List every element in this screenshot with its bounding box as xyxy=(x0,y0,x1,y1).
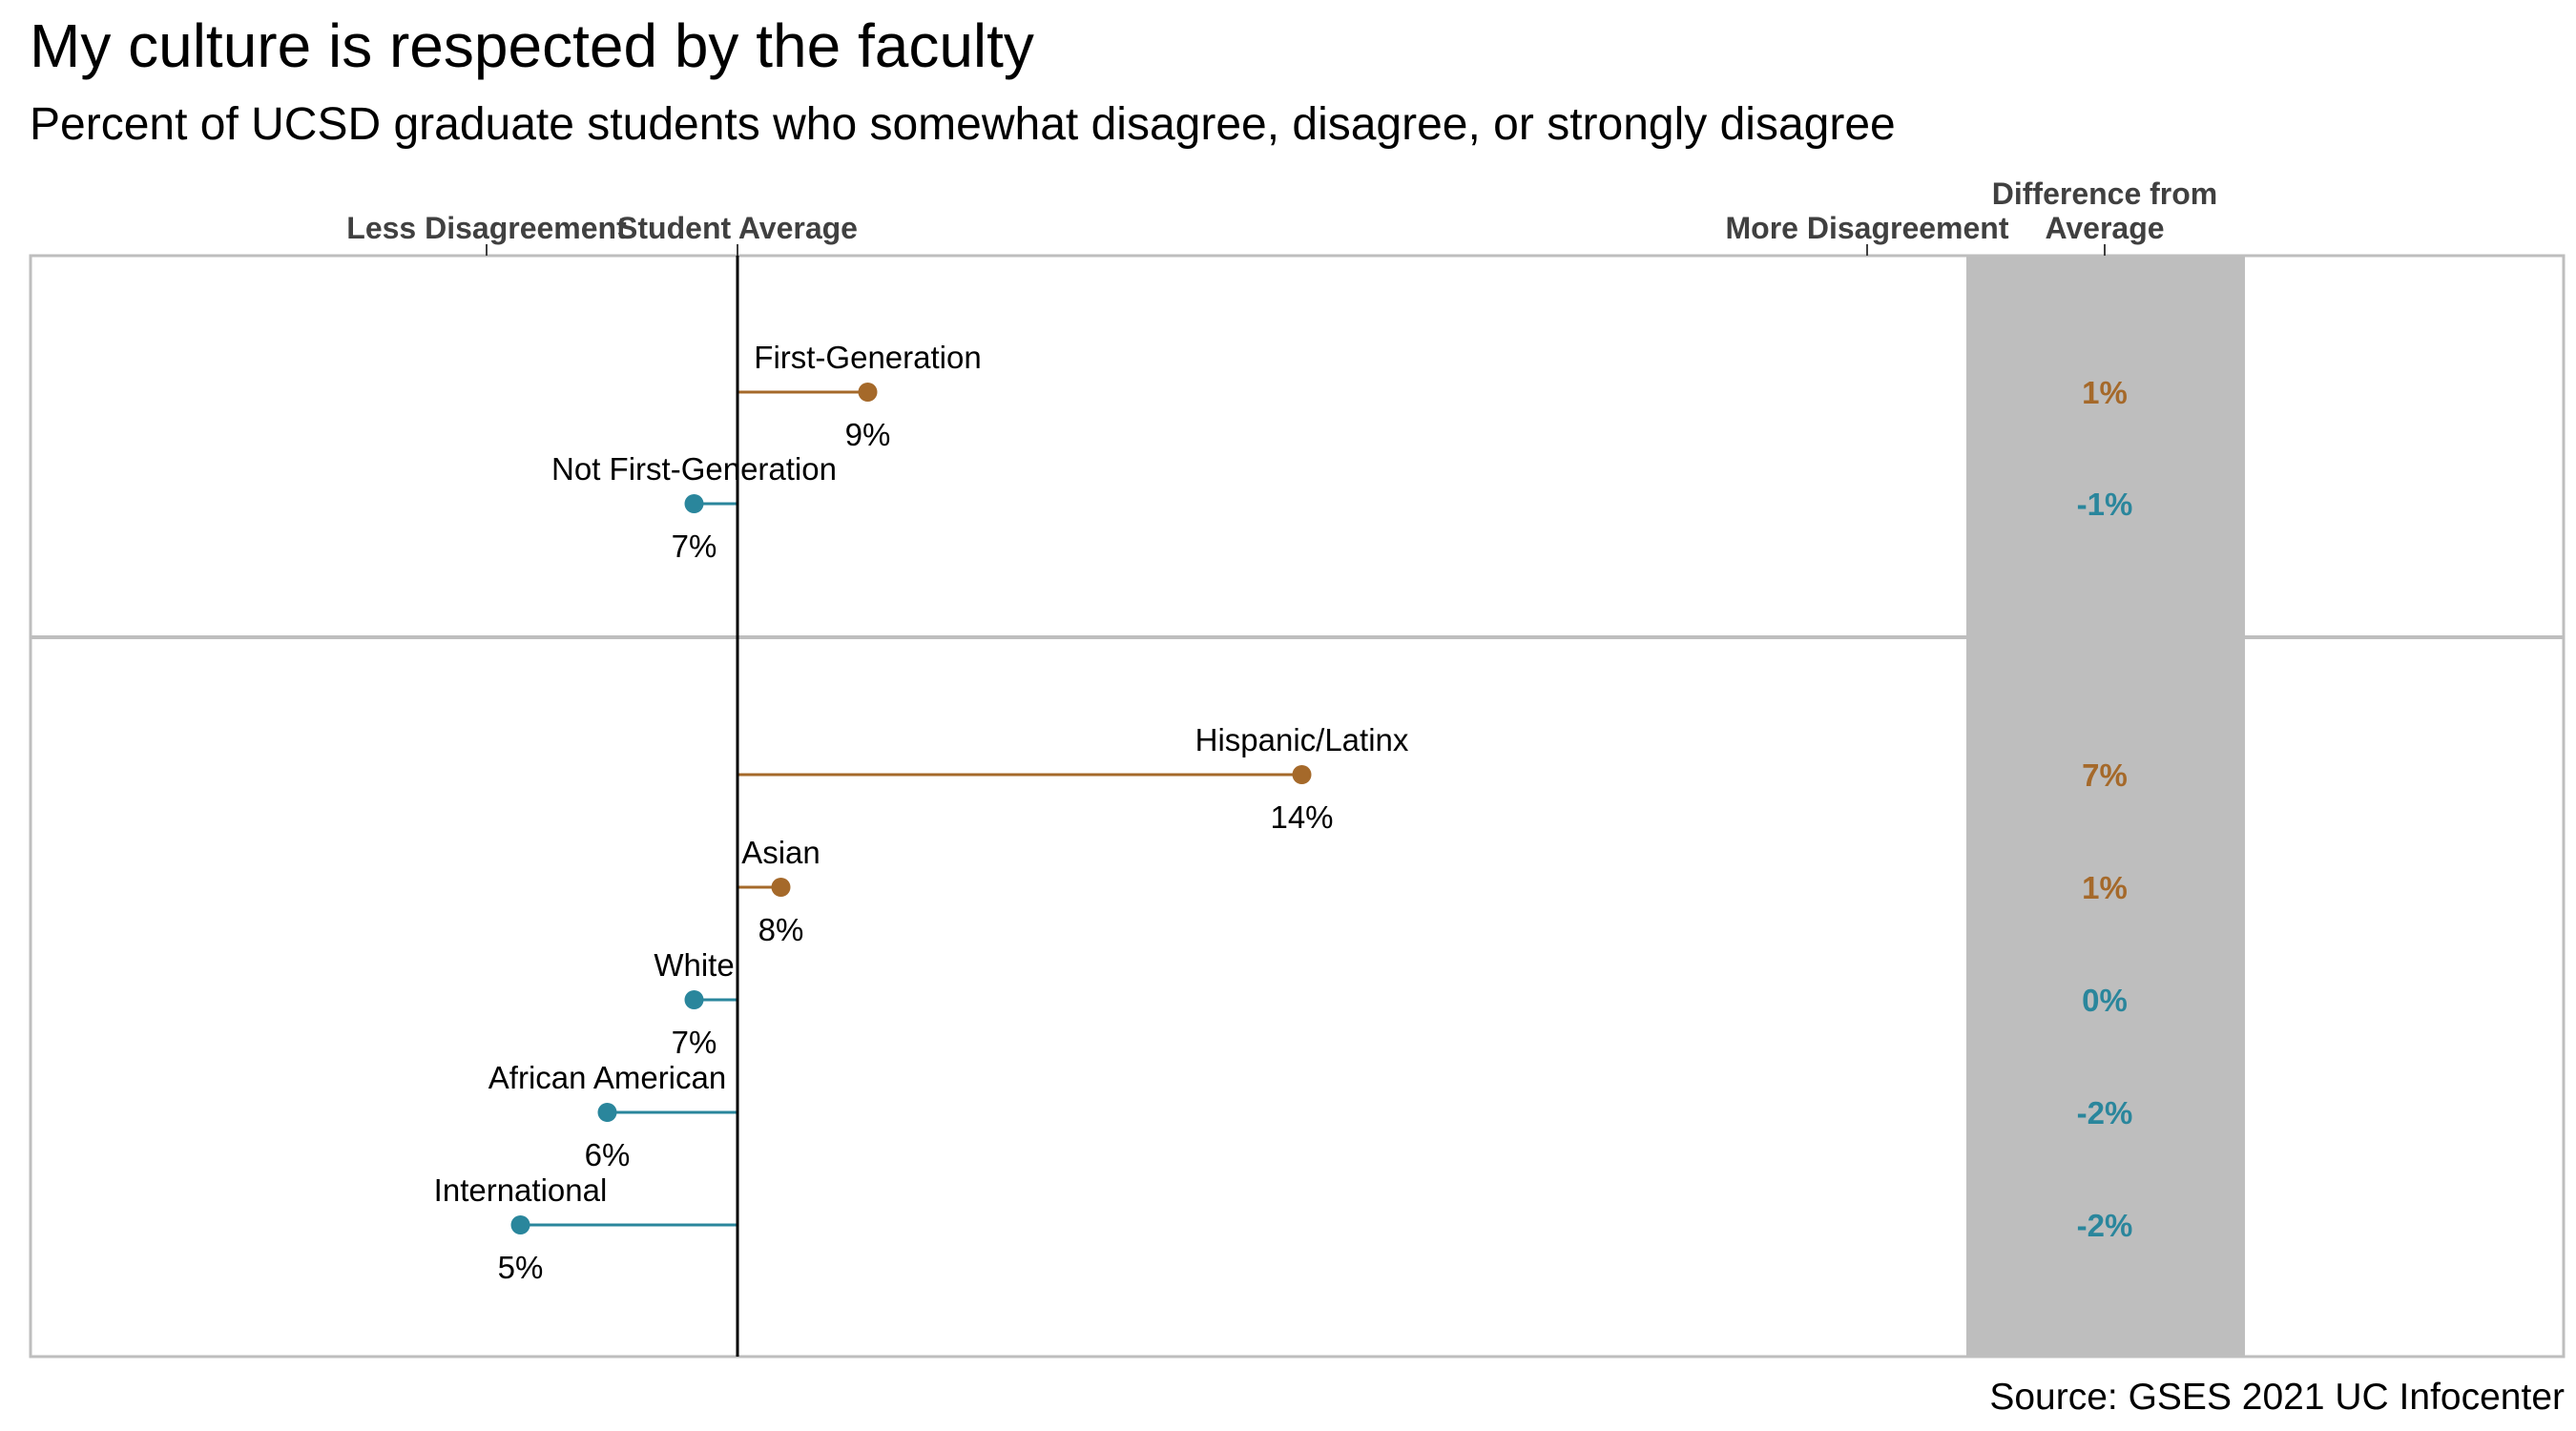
lollipop-dot xyxy=(858,383,878,402)
group-label: White xyxy=(654,947,734,983)
difference-label: 1% xyxy=(2082,870,2128,905)
value-label: 8% xyxy=(758,912,804,947)
group-label: International xyxy=(434,1172,608,1208)
difference-band xyxy=(1966,256,2245,1357)
difference-label: 1% xyxy=(2082,375,2128,410)
value-label: 7% xyxy=(672,1025,717,1060)
value-label: 14% xyxy=(1270,799,1333,835)
top-axis: Less Disagreement Student Average More D… xyxy=(346,176,2217,256)
value-label: 9% xyxy=(845,417,891,452)
group-label: Asian xyxy=(741,835,821,870)
lollipop-dot xyxy=(771,878,791,897)
axis-label-difference-line1: Difference from xyxy=(1992,176,2218,211)
axis-label-average: Student Average xyxy=(617,211,858,245)
axis-label-more: More Disagreement xyxy=(1726,211,2009,245)
difference-label: 7% xyxy=(2082,757,2128,793)
value-label: 7% xyxy=(672,529,717,564)
lollipop-dot xyxy=(684,990,704,1009)
group-label: Not First-Generation xyxy=(551,451,837,487)
difference-label: -2% xyxy=(2077,1095,2133,1130)
chart-title: My culture is respected by the faculty xyxy=(30,11,1034,80)
value-label: 6% xyxy=(585,1137,631,1172)
lollipop-dot xyxy=(684,494,704,513)
lollipop-dot xyxy=(1292,765,1312,784)
panel-frame xyxy=(29,254,2566,1358)
axis-label-difference-line2: Average xyxy=(2045,211,2164,245)
value-label: 5% xyxy=(498,1250,544,1285)
chart-subtitle: Percent of UCSD graduate students who so… xyxy=(30,99,1896,150)
difference-label: 0% xyxy=(2082,983,2128,1018)
group-label: Hispanic/Latinx xyxy=(1195,722,1409,757)
lollipop-dot xyxy=(597,1103,617,1122)
difference-label: -1% xyxy=(2077,487,2133,522)
lollipop-dot xyxy=(510,1215,530,1234)
difference-label: -2% xyxy=(2077,1208,2133,1243)
panel-borders xyxy=(29,254,2566,1358)
chart-source: Source: GSES 2021 UC Infocenter xyxy=(1989,1377,2565,1418)
axis-label-less: Less Disagreement xyxy=(346,211,627,245)
group-label: African American xyxy=(488,1060,726,1095)
group-label: First-Generation xyxy=(754,340,981,375)
chart-marks: First-Generation 9% 1% Not First-Generation… xyxy=(434,340,2133,1285)
